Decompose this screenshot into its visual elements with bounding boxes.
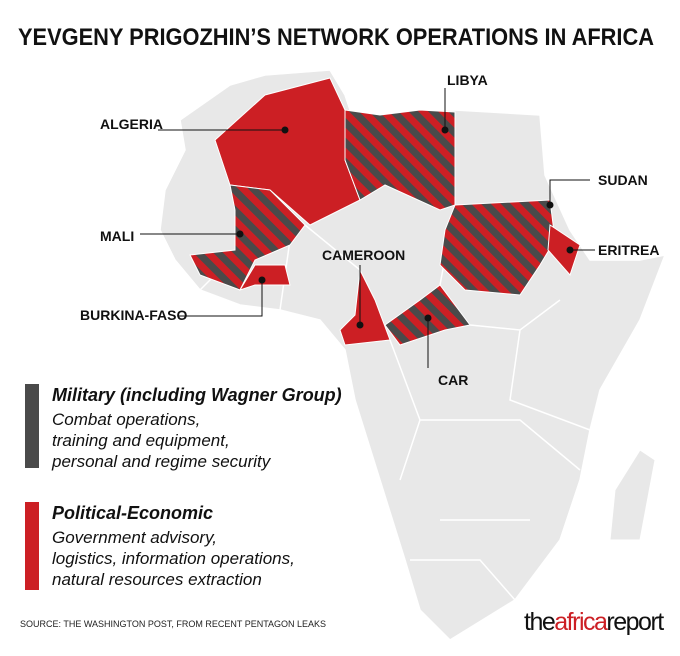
legend-line: Combat operations, <box>52 410 200 429</box>
legend-line: logistics, information operations, <box>52 549 295 568</box>
leader-dot <box>441 126 449 134</box>
legend-line: training and equipment, <box>52 431 230 450</box>
leader-dot <box>236 230 244 238</box>
country-label: ALGERIA <box>100 116 163 132</box>
labels: ALGERIA LIBYA SUDAN MALI ERITREA BURKINA-FASO… <box>80 72 659 388</box>
leader-line <box>549 179 590 205</box>
country-shape <box>238 264 291 291</box>
source: SOURCE: THE WASHINGTON POST, FROM RECENT… <box>20 619 326 629</box>
leader-line <box>178 280 263 317</box>
country-label: ERITREA <box>598 242 659 258</box>
country-shape <box>439 199 556 296</box>
legend: Military (including Wagner Group) Combat … <box>25 384 342 590</box>
legend-swatch <box>25 502 39 590</box>
leader-dot <box>566 246 574 254</box>
country-label: LIBYA <box>447 72 488 88</box>
country-label: CAR <box>438 372 468 388</box>
leader-dot <box>424 314 432 322</box>
brand-part: the <box>524 608 555 636</box>
title: YEVGENY PRIGOZHIN’S NETWORK OPERATIONS I… <box>18 24 654 51</box>
country-shape <box>547 224 581 276</box>
legend-heading: Military (including Wagner Group) <box>52 385 342 405</box>
country-shape <box>344 109 456 211</box>
legend-heading: Political-Economic <box>52 503 213 523</box>
leader-dot <box>281 126 289 134</box>
legend-line: Government advisory, <box>52 528 217 547</box>
leader-dot <box>546 201 554 209</box>
country-label: CAMEROON <box>322 247 405 263</box>
country-shape <box>339 268 391 346</box>
leader-dot <box>258 276 266 284</box>
country-label: BURKINA-FASO <box>80 307 187 323</box>
brand-part: report <box>606 608 664 636</box>
legend-line: natural resources extraction <box>52 570 262 589</box>
legend-line: personal and regime security <box>51 452 272 471</box>
legend-swatch <box>25 384 39 468</box>
country-label: MALI <box>100 228 134 244</box>
brand-logo: theafricareport <box>524 608 664 636</box>
country-label: SUDAN <box>598 172 648 188</box>
leader-dot <box>356 321 364 329</box>
brand-part: africa <box>554 608 608 636</box>
countries <box>189 77 581 346</box>
